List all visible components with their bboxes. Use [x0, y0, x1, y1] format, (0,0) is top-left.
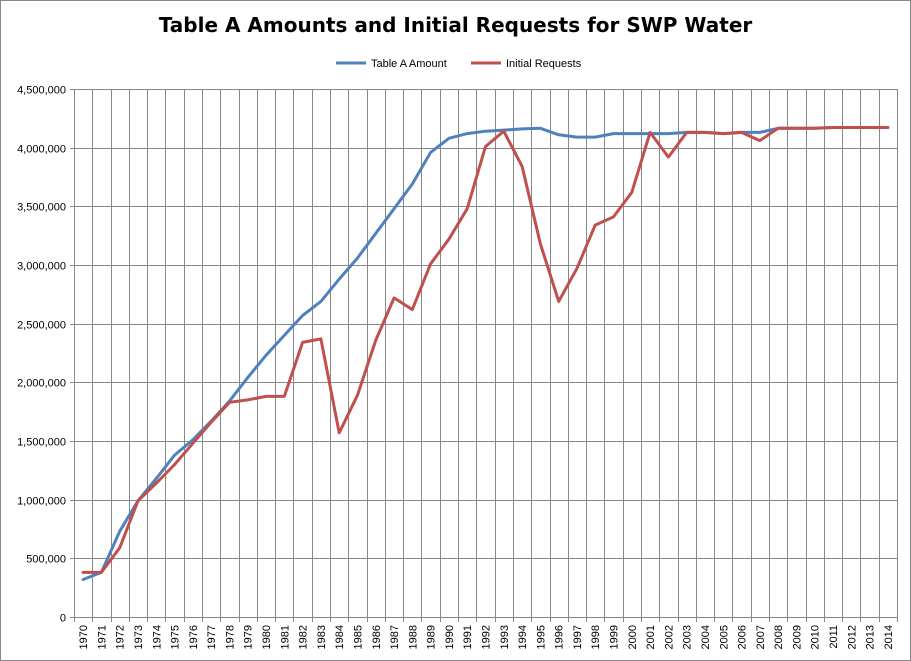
y-tick-label: 2,000,000: [17, 378, 66, 390]
x-tick-label: 1986: [371, 625, 383, 649]
x-tick-label: 2013: [865, 625, 877, 649]
y-tick-label: 4,000,000: [17, 144, 66, 156]
x-tick-label: 1999: [609, 625, 621, 649]
x-tick-label: 1992: [481, 625, 493, 649]
x-tick-label: 1977: [206, 625, 218, 649]
x-tick-label: 2010: [810, 625, 822, 649]
x-tick-label: 2011: [828, 625, 840, 649]
series-line-initial-requests: [81, 126, 890, 574]
x-tick-label: 2002: [663, 625, 675, 649]
x-tick-label: 2004: [700, 625, 712, 649]
y-tick-label: 4,500,000: [17, 85, 66, 97]
x-tick-label: 1970: [78, 625, 90, 649]
x-tick-label: 1980: [261, 625, 273, 649]
x-tick-label: 2008: [773, 625, 785, 649]
y-tick-label: 1,500,000: [17, 437, 66, 449]
x-tick-label: 1987: [389, 625, 401, 649]
x-tick-label: 2003: [682, 625, 694, 649]
x-tick-label: 1993: [499, 625, 511, 649]
x-tick-label: 2005: [718, 625, 730, 649]
x-tick-label: 2012: [846, 625, 858, 649]
x-tick-label: 1995: [535, 625, 547, 649]
x-tick-label: 1981: [279, 625, 291, 649]
y-tick-label: 0: [60, 613, 66, 625]
x-tick-label: 2001: [645, 625, 657, 649]
x-tick-label: 2009: [791, 625, 803, 649]
x-tick-label: 1974: [151, 625, 163, 649]
x-tick-label: 1988: [407, 625, 419, 649]
x-tick-label: 1985: [352, 625, 364, 649]
x-tick-label: 1997: [572, 625, 584, 649]
x-tick-label: 1983: [316, 625, 328, 649]
x-tick-label: 2000: [627, 625, 639, 649]
x-tick-label: 1976: [188, 625, 200, 649]
legend-label: Table A Amount: [371, 58, 447, 70]
x-tick-label: 1972: [115, 625, 127, 649]
y-tick-label: 500,000: [26, 554, 66, 566]
x-tick-label: 1990: [444, 625, 456, 649]
x-tick-label: 1978: [224, 625, 236, 649]
x-tick-label: 1975: [170, 625, 182, 649]
series-line-table-a-amount: [81, 126, 890, 581]
legend-label: Initial Requests: [506, 58, 582, 70]
y-tick-label: 3,500,000: [17, 202, 66, 214]
y-tick-label: 3,000,000: [17, 261, 66, 273]
x-tick-label: 1996: [554, 625, 566, 649]
x-tick-label: 1982: [298, 625, 310, 649]
y-tick-label: 2,500,000: [17, 320, 66, 332]
x-tick-label: 2006: [737, 625, 749, 649]
chart-title: Table A Amounts and Initial Requests for…: [158, 13, 753, 37]
x-tick-label: 2014: [883, 625, 895, 649]
x-tick-label: 1991: [462, 625, 474, 649]
x-tick-label: 1984: [334, 625, 346, 649]
x-tick-label: 1979: [243, 625, 255, 649]
x-tick-label: 1998: [590, 625, 602, 649]
x-tick-label: 1973: [133, 625, 145, 649]
x-tick-label: 1971: [96, 625, 108, 649]
x-tick-label: 2007: [755, 625, 767, 649]
x-tick-label: 1994: [517, 625, 529, 649]
x-tick-label: 1989: [426, 625, 438, 649]
y-tick-label: 1,000,000: [17, 496, 66, 508]
